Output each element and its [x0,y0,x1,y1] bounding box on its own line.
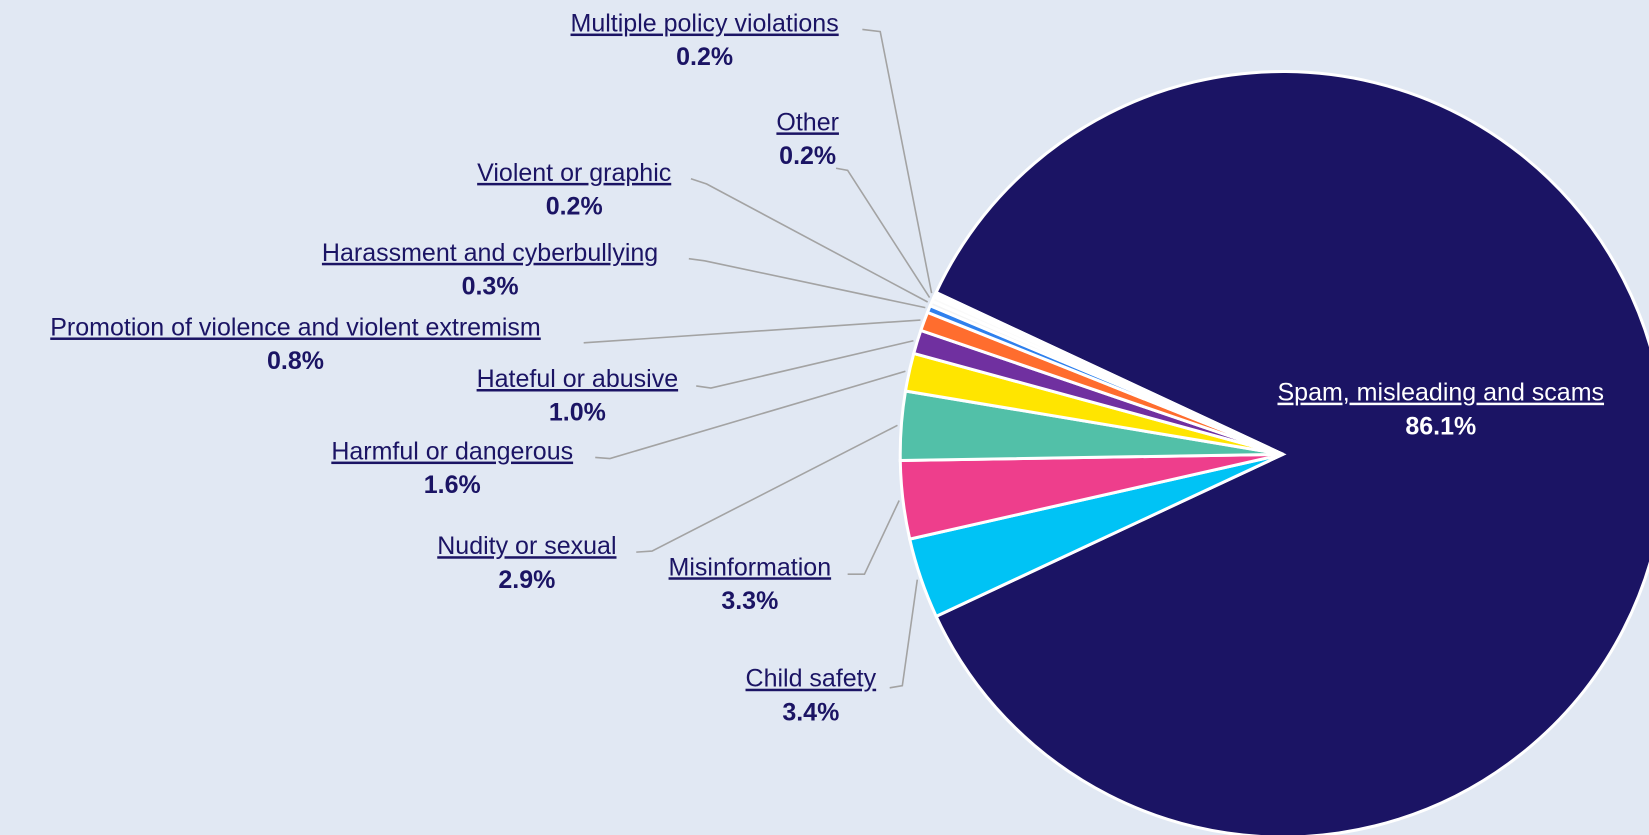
pie-slice [932,290,1284,456]
slice-value: 2.9% [498,566,555,594]
slice-label: Multiple policy violations [571,10,839,38]
leader-line [847,500,900,576]
leader-line [835,167,931,298]
slice-value: 0.8% [267,347,324,375]
slice-label: Harmful or dangerous [331,438,573,466]
leader-line [889,579,919,689]
slice-value: 3.3% [721,587,778,615]
leader-line [696,339,914,389]
slice-label: Child safety [746,665,877,693]
slice-label: Violent or graphic [477,159,671,187]
slice-value: 0.2% [676,43,733,71]
slice-label: Spam, misleading and scams [1277,379,1604,407]
slice-value: 0.3% [462,272,519,300]
slice-label: Nudity or sexual [437,532,616,560]
pie-slice [934,70,1649,835]
slice-value: 0.2% [546,193,603,221]
leader-line [690,178,929,303]
slice-label: Other [776,108,839,136]
leader-line [862,28,933,294]
slice-label: Harassment and cyberbullying [322,239,658,267]
slice-value: 3.4% [782,698,839,726]
leader-line [636,424,898,553]
slice-value: 1.6% [424,471,481,499]
leader-line [595,370,906,460]
leader-line [688,257,926,309]
slice-value: 1.0% [549,399,606,427]
leader-line [583,319,921,344]
slice-label: Misinformation [669,553,832,581]
slice-value: 86.1% [1405,412,1476,440]
slice-label: Promotion of violence and violent extrem… [50,313,541,341]
slice-value: 0.2% [779,142,836,170]
slice-label: Hateful or abusive [477,365,679,393]
